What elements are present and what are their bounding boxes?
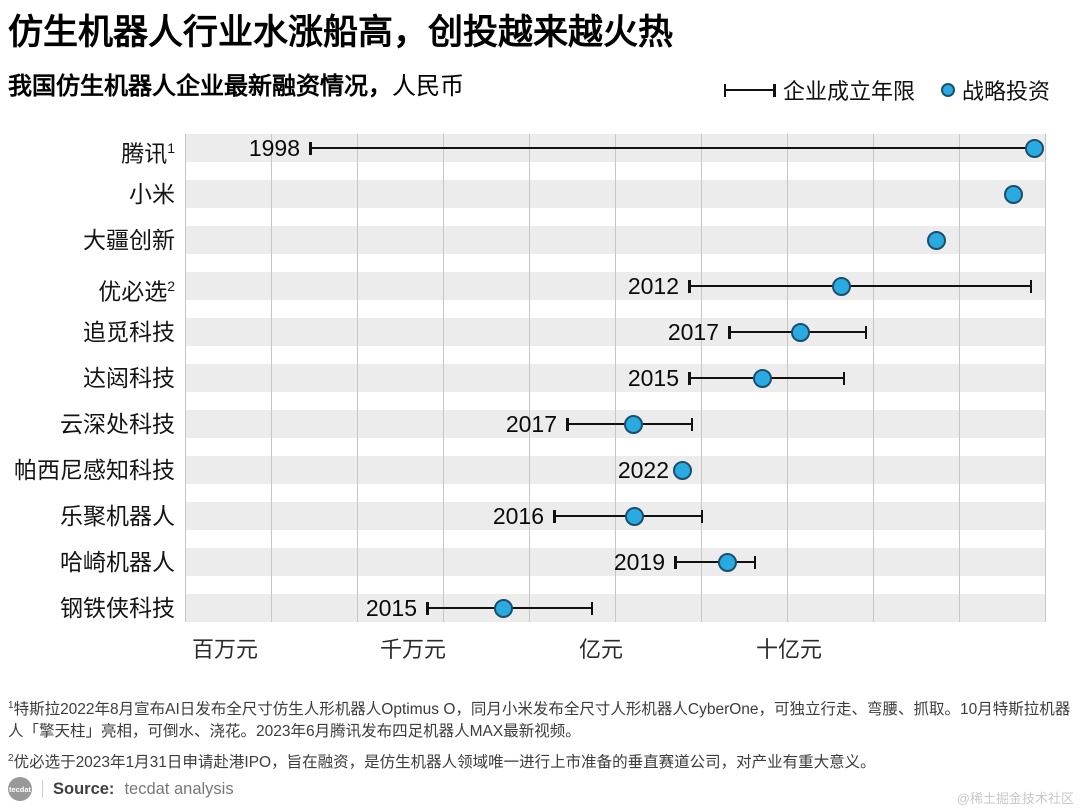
- founding-year-label: 2012: [627, 273, 679, 299]
- range-line-right-cap: [690, 417, 693, 431]
- founding-year-label: 1998: [248, 135, 300, 161]
- founding-year-label: 2015: [627, 365, 679, 391]
- x-axis-tick-label: 十亿元: [755, 637, 823, 662]
- vertical-gridline: [872, 134, 874, 622]
- source-label: Source:: [53, 779, 115, 798]
- investment-dot: [623, 414, 643, 434]
- x-axis-tick-label: 百万元: [191, 637, 259, 662]
- range-line-legend-icon: [723, 83, 776, 97]
- vertical-gridline: [184, 134, 186, 622]
- investment-dot: [493, 598, 513, 618]
- founding-year-label: 2019: [613, 549, 665, 575]
- range-line-left-cap: [566, 417, 569, 431]
- subtitle-unit-text: 人民币: [392, 73, 464, 100]
- vertical-gridline: [958, 134, 960, 622]
- chart-subtitle: 我国仿生机器人企业最新融资情况，人民币: [8, 66, 464, 101]
- legend-line-label: 企业成立年限: [782, 79, 915, 104]
- range-line-left-cap: [426, 601, 429, 615]
- vertical-gridline: [1044, 134, 1046, 622]
- tecdat-logo: tecdat: [8, 777, 32, 801]
- footnote-2-marker: 2: [8, 753, 14, 765]
- investment-dot: [624, 506, 644, 526]
- range-line-left-cap: [688, 279, 691, 293]
- founding-year-label: 2017: [667, 319, 719, 345]
- investment-dot: [672, 460, 692, 480]
- row-label: 云深处科技: [60, 411, 175, 437]
- row-label-footnote-marker: 1: [167, 140, 175, 156]
- legend-line-bar: [723, 88, 776, 91]
- watermark: @稀土掘金技术社区: [956, 791, 1074, 806]
- investment-dot: [717, 552, 737, 572]
- founding-year-label: 2022: [617, 457, 669, 483]
- age-range-line: [309, 146, 1034, 150]
- range-line-right-cap: [700, 509, 703, 523]
- source-value: tecdat analysis: [124, 779, 234, 798]
- age-range-line: [674, 560, 756, 564]
- range-line-right-cap: [1029, 279, 1032, 293]
- footnotes: 1特斯拉2022年8月宣布AI日发布全尺寸仿生人形机器人Optimus O，同月…: [8, 699, 1074, 774]
- row-label: 优必选2: [98, 278, 175, 305]
- range-line-left-cap: [309, 141, 312, 155]
- investment-dot: [926, 230, 946, 250]
- founding-year-label: 2017: [505, 411, 557, 437]
- founding-year-label: 2016: [492, 503, 544, 529]
- row-label: 追觅科技: [83, 319, 175, 345]
- row-label: 乐聚机器人: [60, 503, 175, 529]
- row-label: 大疆创新: [83, 227, 175, 253]
- footnote-2-text: 优必选于2023年1月31日申请赴港IPO，旨在融资，是仿生机器人领域唯一进行上…: [13, 754, 876, 772]
- investment-dot: [1003, 184, 1023, 204]
- footnote-1-text: 特斯拉2022年8月宣布AI日发布全尺寸仿生人形机器人Optimus O，同月小…: [8, 701, 1071, 741]
- founding-year-label: 2015: [365, 595, 417, 621]
- row-label: 腾讯1: [121, 140, 175, 167]
- row-label: 小米: [129, 181, 175, 207]
- x-axis-tick-label: 千万元: [379, 637, 447, 662]
- row-label-footnote-marker: 2: [167, 278, 175, 294]
- x-axis-tick-label: 亿元: [578, 637, 624, 662]
- investment-dot: [831, 276, 851, 296]
- legend-dot-label: 战略投资: [961, 79, 1050, 104]
- source-bar: tecdat Source: tecdat analysis: [8, 777, 234, 801]
- vertical-gridline: [442, 134, 444, 622]
- subtitle-bold-text: 我国仿生机器人企业最新融资情况，: [8, 73, 392, 100]
- row-label: 帕西尼感知科技: [14, 457, 175, 483]
- range-line-left-cap: [728, 325, 731, 339]
- vertical-gridline: [528, 134, 530, 622]
- footnote-1: 1特斯拉2022年8月宣布AI日发布全尺寸仿生人形机器人Optimus O，同月…: [8, 699, 1074, 743]
- investment-dot: [752, 368, 772, 388]
- range-line-right-cap: [842, 371, 845, 385]
- vertical-gridline: [356, 134, 358, 622]
- footnote-1-marker: 1: [8, 700, 14, 711]
- row-label: 哈崎机器人: [60, 549, 175, 575]
- investment-dot-legend-icon: [940, 83, 955, 97]
- vertical-gridline: [614, 134, 616, 622]
- vertical-gridline: [270, 134, 272, 622]
- range-line-right-cap: [864, 325, 867, 339]
- chart-legend: 企业成立年限 战略投资: [723, 74, 1050, 106]
- range-line-left-cap: [553, 509, 556, 523]
- row-label: 达闼科技: [83, 365, 175, 391]
- range-line-right-cap: [590, 601, 593, 615]
- footer-divider: [42, 780, 43, 798]
- age-range-line: [688, 284, 1032, 288]
- legend-line-right-cap: [773, 83, 776, 97]
- range-line-left-cap: [674, 555, 677, 569]
- investment-dot: [790, 322, 810, 342]
- range-line-left-cap: [688, 371, 691, 385]
- investment-dot: [1024, 138, 1044, 158]
- range-line-right-cap: [753, 555, 756, 569]
- footnote-2: 2优必选于2023年1月31日申请赴港IPO，旨在融资，是仿生机器人领域唯一进行…: [8, 752, 1074, 774]
- row-label: 钢铁侠科技: [60, 595, 175, 621]
- page-title: 仿生机器人行业水涨船高，创投越来越火热: [8, 13, 674, 52]
